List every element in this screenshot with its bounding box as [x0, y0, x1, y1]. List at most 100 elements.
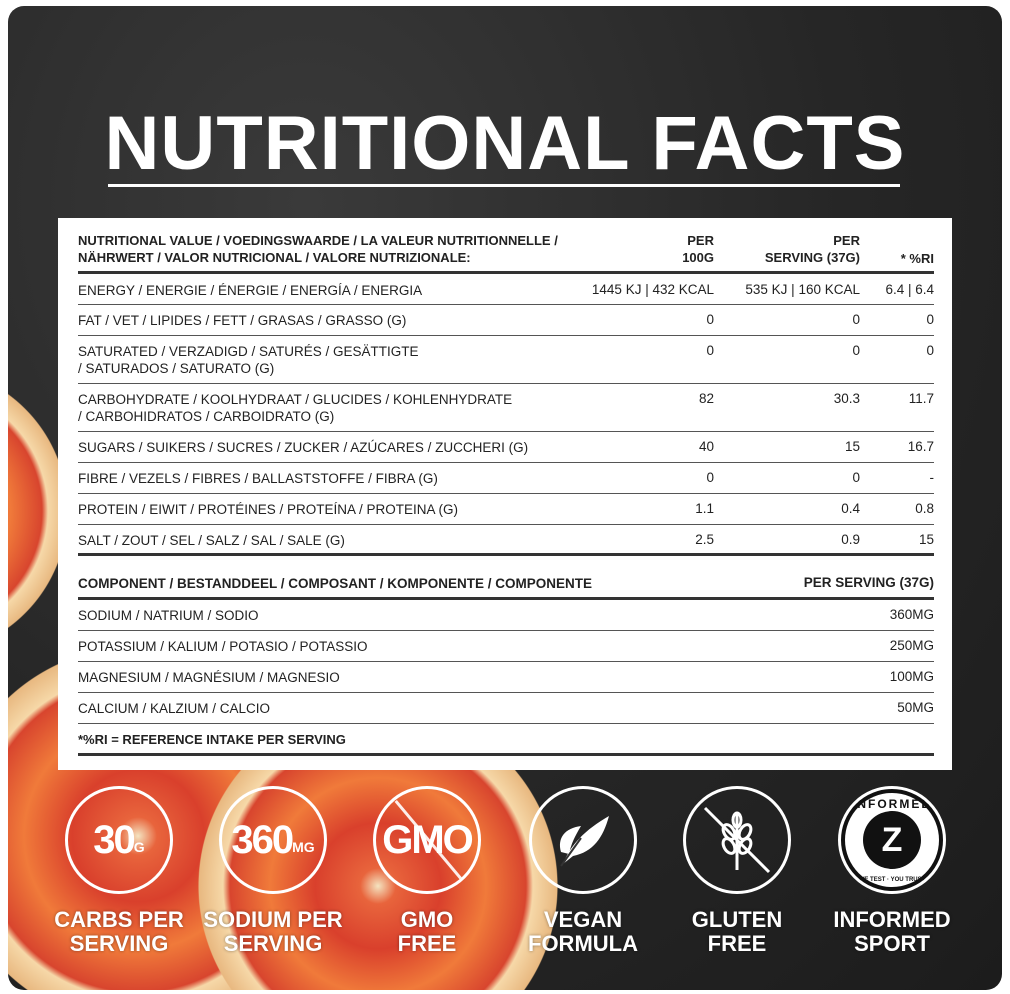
ri-value: 11.7 — [908, 391, 934, 406]
footnote: *%RI = REFERENCE INTAKE PER SERVING — [78, 724, 934, 756]
badge-label: INFORMED SPORT — [812, 908, 972, 956]
component-header: COMPONENT / BESTANDDEEL / COMPOSANT / KO… — [78, 568, 934, 600]
table-row: FAT / VET / LIPIDES / FETT / GRASAS / GR… — [78, 305, 934, 336]
badge-label-line: SERVING — [69, 931, 169, 956]
table-header: NUTRITIONAL VALUE / VOEDINGSWAARDE / LA … — [78, 230, 934, 274]
nutrient-label-line: FIBRE / VEZELS / FIBRES / BALLASTSTOFFE … — [78, 471, 438, 486]
carbs-30g-icon: 30 G — [65, 786, 173, 894]
informed-sport-logo: INFORMED WE TEST · YOU TRUST Z — [838, 786, 946, 894]
gluten-free-wheat-icon — [683, 786, 791, 894]
badge-label-line: SERVING — [223, 931, 323, 956]
component-label: SODIUM / NATRIUM / SODIO — [78, 608, 259, 623]
per-serving-header: PER — [833, 233, 860, 248]
nutrient-label: SUGARS / SUIKERS / SUCRES / ZUCKER / AZÚ… — [78, 439, 528, 456]
nutrient-label: FAT / VET / LIPIDES / FETT / GRASAS / GR… — [78, 312, 406, 329]
component-value: 50MG — [897, 700, 934, 715]
per-100g-value: 1.1 — [695, 501, 714, 516]
table-row: FIBRE / VEZELS / FIBRES / BALLASTSTOFFE … — [78, 463, 934, 494]
nutrient-label: ENERGY / ENERGIE / ÉNERGIE / ENERGÍA / E… — [78, 282, 422, 299]
nutrient-label-line: CARBOHYDRATE / KOOLHYDRAAT / GLUCIDES / … — [78, 392, 513, 407]
footnote-text: *%RI = REFERENCE INTAKE PER SERVING — [78, 732, 346, 747]
component-label: POTASSIUM / KALIUM / POTASIO / POTASSIO — [78, 639, 368, 654]
nutrient-label: SATURATED / VERZADIGD / SATURÉS / GESÄTT… — [78, 343, 419, 377]
per-serving-header: SERVING (37G) — [764, 250, 860, 265]
component-row: CALCIUM / KALZIUM / CALCIO 50MG — [78, 693, 934, 724]
badge-label-line: CARBS PER — [54, 907, 184, 932]
per-serving-value: 30.3 — [833, 391, 860, 406]
nutrient-label-line: SUGARS / SUIKERS / SUCRES / ZUCKER / AZÚ… — [78, 440, 529, 455]
per-100g-value: 1445 KJ | 432 KCAL — [591, 282, 714, 297]
table-row: CARBOHYDRATE / KOOLHYDRAAT / GLUCIDES / … — [78, 384, 934, 432]
badge-label: VEGAN FORMULA — [503, 908, 663, 956]
ri-value: 16.7 — [907, 439, 934, 454]
table-row: ENERGY / ENERGIE / ÉNERGIE / ENERGÍA / E… — [78, 275, 934, 305]
per-100g-value: 0 — [706, 343, 714, 358]
per-serving-value: 0.9 — [841, 532, 860, 547]
badge-unit: MG — [292, 839, 315, 855]
logo-subtext: WE TEST · YOU TRUST — [858, 877, 926, 883]
per-100g-value: 0 — [706, 312, 714, 327]
nutrient-label: SALT / ZOUT / SEL / SALZ / SAL / SALE (G… — [78, 532, 345, 549]
per-serving-value: 535 KJ | 160 KCAL — [745, 282, 860, 297]
ri-value: - — [929, 470, 935, 485]
badge-label-line: FORMULA — [528, 931, 638, 956]
badge-label: GMO FREE — [347, 908, 507, 956]
nutrition-table: NUTRITIONAL VALUE / VOEDINGSWAARDE / LA … — [58, 218, 952, 770]
per-serving-value: 0 — [852, 470, 860, 485]
per-serving-value: 0.4 — [841, 501, 860, 516]
badge-label: SODIUM PER SERVING — [193, 908, 353, 956]
component-label: MAGNESIUM / MAGNÉSIUM / MAGNESIO — [78, 670, 340, 685]
badge-label-line: SPORT — [854, 931, 930, 956]
header-label: NÄHRWERT / VALOR NUTRICIONAL / VALORE NU… — [78, 250, 471, 265]
component-value: 360MG — [889, 607, 934, 622]
leaf-icon — [529, 786, 637, 894]
sodium-360mg-icon: 360 MG — [219, 786, 327, 894]
table-row: SUGARS / SUIKERS / SUCRES / ZUCKER / AZÚ… — [78, 432, 934, 463]
nutrient-label-line: SATURATED / VERZADIGD / SATURÉS / GESÄTT… — [78, 344, 419, 359]
component-row: MAGNESIUM / MAGNÉSIUM / MAGNESIO 100MG — [78, 662, 934, 693]
ri-value: 0.8 — [915, 501, 934, 516]
nutrient-label-line: / SATURADOS / SATURATO (G) — [78, 361, 275, 376]
badge-label-line: VEGAN — [543, 907, 623, 932]
per-serving-value: 15 — [844, 439, 860, 454]
nutrient-label-line: ENERGY / ENERGIE / ÉNERGIE / ENERGÍA / E… — [78, 283, 423, 298]
page-title: NUTRITIONAL FACTS — [104, 101, 906, 186]
logo-text: INFORMED — [852, 797, 932, 811]
badge-label-line: FREE — [397, 931, 457, 956]
nutrient-label-line: FAT / VET / LIPIDES / FETT / GRASAS / GR… — [78, 313, 407, 328]
ri-value: 0 — [926, 312, 934, 327]
badge-unit: G — [133, 839, 145, 855]
badge-label-line: SODIUM PER — [203, 907, 343, 932]
per-100g-header: 100G — [682, 250, 714, 265]
badge-label-line: FREE — [707, 931, 767, 956]
nutrient-label: PROTEIN / EIWIT / PROTÉINES / PROTEÍNA /… — [78, 501, 458, 518]
component-value: 100MG — [889, 669, 934, 684]
per-100g-value: 82 — [698, 391, 714, 406]
component-row: POTASSIUM / KALIUM / POTASIO / POTASSIO … — [78, 631, 934, 662]
ri-header: * %RI — [900, 251, 934, 266]
header-label: NUTRITIONAL VALUE / VOEDINGSWAARDE / LA … — [78, 233, 558, 248]
component-serving-header: PER SERVING (37G) — [803, 575, 934, 590]
ri-value: 15 — [918, 532, 934, 547]
badge-label: CARBS PER SERVING — [39, 908, 199, 956]
per-100g-header: PER — [687, 233, 714, 248]
nutrient-label: CARBOHYDRATE / KOOLHYDRAAT / GLUCIDES / … — [78, 391, 512, 425]
nutrient-label-line: SALT / ZOUT / SEL / SALZ / SAL / SALE (G… — [78, 533, 345, 548]
nutrient-label-line: PROTEIN / EIWIT / PROTÉINES / PROTEÍNA /… — [78, 502, 459, 517]
gmo-free-icon: GMO — [373, 786, 481, 894]
component-label: CALCIUM / KALZIUM / CALCIO — [78, 701, 271, 716]
per-serving-value: 0 — [852, 343, 860, 358]
badge-label: GLUTEN FREE — [657, 908, 817, 956]
per-100g-value: 2.5 — [695, 532, 714, 547]
badge-label-line: GMO — [400, 907, 454, 932]
badge-number: 30 — [93, 817, 135, 862]
badge-number: 360 — [231, 817, 294, 862]
table-row: PROTEIN / EIWIT / PROTÉINES / PROTEÍNA /… — [78, 494, 934, 525]
table-row: SATURATED / VERZADIGD / SATURÉS / GESÄTT… — [78, 336, 934, 384]
badge-label-line: GLUTEN — [691, 907, 783, 932]
ri-value: 0 — [926, 343, 934, 358]
table-row: SALT / ZOUT / SEL / SALZ / SAL / SALE (G… — [78, 525, 934, 556]
title-underline — [108, 184, 900, 187]
per-100g-value: 40 — [698, 439, 714, 454]
nutrient-label-line: / CARBOHIDRATOS / CARBOIDRATO (G) — [78, 409, 335, 424]
